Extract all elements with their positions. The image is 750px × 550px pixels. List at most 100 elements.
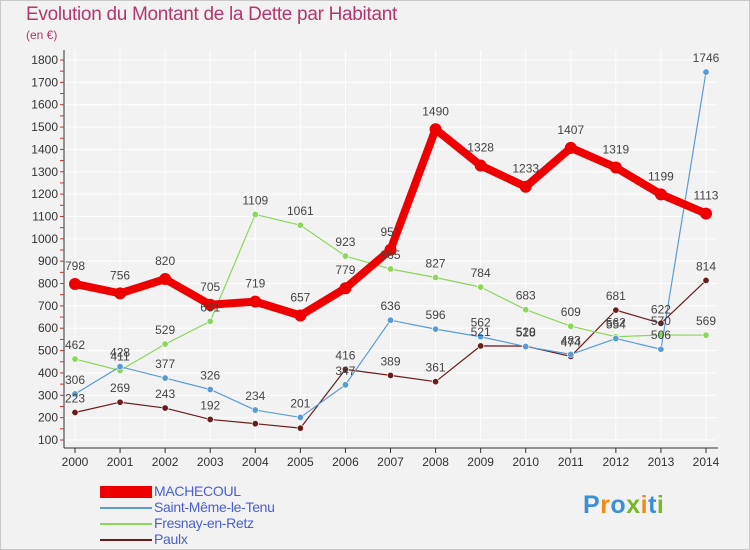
data-label-paulx: 192: [200, 398, 220, 412]
x-tick-label: 2014: [693, 455, 720, 469]
x-tick-label: 2001: [107, 455, 134, 469]
data-label-saint-m-me-le-tenu: 201: [290, 396, 310, 410]
data-point-fresnay-en-retz: [702, 331, 710, 339]
chart-title: Evolution du Montant de la Dette par Hab…: [26, 4, 397, 25]
data-label-fresnay-en-retz: 1109: [242, 193, 268, 207]
data-label-machecoul: 820: [155, 254, 175, 268]
data-point-paulx: [612, 306, 620, 314]
data-point-saint-m-me-le-tenu: [522, 343, 530, 351]
x-tick-label: 2013: [648, 455, 675, 469]
data-label-saint-m-me-le-tenu: 377: [155, 357, 175, 371]
x-tick-label: 2005: [287, 455, 314, 469]
data-point-fresnay-en-retz: [386, 265, 394, 273]
data-label-saint-m-me-le-tenu: 347: [335, 364, 355, 378]
legend-item-saint-meme: Saint-Même-le-Tenu: [100, 499, 360, 516]
data-point-machecoul: [654, 188, 667, 201]
legend-label-saint-meme: Saint-Même-le-Tenu: [154, 499, 275, 515]
data-point-fresnay-en-retz: [567, 322, 575, 330]
data-label-paulx: 243: [155, 387, 175, 401]
data-point-paulx: [477, 342, 485, 350]
x-tick-label: 2004: [242, 455, 269, 469]
y-tick-label: 100: [38, 433, 58, 447]
data-label-paulx: 681: [606, 289, 626, 303]
proxiti-logo: Proxiti: [583, 491, 664, 520]
data-point-fresnay-en-retz: [522, 306, 530, 314]
data-label-machecoul: 798: [65, 259, 85, 273]
data-point-machecoul: [609, 161, 622, 174]
data-point-paulx: [386, 371, 394, 379]
data-label-saint-m-me-le-tenu: 428: [110, 346, 130, 360]
data-label-fresnay-en-retz: 609: [561, 305, 581, 319]
data-point-paulx: [206, 415, 214, 423]
data-point-saint-m-me-le-tenu: [702, 68, 710, 76]
y-tick-label: 600: [38, 321, 58, 335]
data-label-machecoul: 1328: [467, 141, 494, 155]
data-point-machecoul: [114, 287, 127, 300]
data-label-saint-m-me-le-tenu: 636: [380, 299, 400, 313]
data-point-paulx: [161, 404, 169, 412]
data-label-machecoul: 951: [380, 225, 400, 239]
legend-swatch-fresnay: [100, 523, 152, 525]
data-label-machecoul: 705: [200, 280, 220, 294]
legend-item-paulx: Paulx: [100, 531, 360, 548]
y-tick-label: 900: [38, 254, 58, 268]
x-tick-label: 2010: [512, 455, 539, 469]
data-point-saint-m-me-le-tenu: [567, 350, 575, 358]
y-tick-label: 1300: [31, 165, 58, 179]
legend: MACHECOUL Saint-Même-le-Tenu Fresnay-en-…: [100, 483, 360, 548]
data-point-paulx: [702, 276, 710, 284]
data-label-saint-m-me-le-tenu: 506: [651, 328, 671, 342]
data-point-paulx: [71, 409, 79, 417]
data-label-saint-m-me-le-tenu: 562: [471, 316, 491, 330]
data-label-fresnay-en-retz: 570: [651, 314, 671, 328]
data-point-fresnay-en-retz: [432, 273, 440, 281]
data-point-fresnay-en-retz: [477, 283, 485, 291]
data-label-saint-m-me-le-tenu: 234: [245, 389, 265, 403]
data-point-saint-m-me-le-tenu: [612, 335, 620, 343]
data-point-saint-m-me-le-tenu: [161, 374, 169, 382]
data-label-saint-m-me-le-tenu: 596: [426, 308, 446, 322]
data-label-paulx: 223: [65, 392, 85, 406]
data-point-machecoul: [249, 295, 262, 308]
x-tick-label: 2011: [558, 455, 584, 469]
y-tick-label: 1800: [31, 53, 58, 67]
data-label-paulx: 416: [335, 348, 355, 362]
data-point-paulx: [341, 365, 349, 373]
data-label-machecoul: 1199: [648, 169, 674, 183]
data-point-saint-m-me-le-tenu: [71, 390, 79, 398]
x-tick-label: 2002: [152, 455, 179, 469]
data-point-fresnay-en-retz: [71, 355, 79, 363]
data-point-saint-m-me-le-tenu: [386, 316, 394, 324]
logo-letter: i: [640, 491, 649, 519]
data-point-machecoul: [429, 123, 442, 136]
data-point-paulx: [296, 424, 304, 432]
data-label-fresnay-en-retz: 923: [335, 235, 355, 249]
y-tick-label: 1000: [31, 232, 58, 246]
logo-letter: x: [626, 491, 641, 519]
y-tick-label: 1700: [31, 75, 58, 89]
data-point-saint-m-me-le-tenu: [657, 345, 665, 353]
data-point-machecoul: [339, 282, 352, 295]
legend-label-paulx: Paulx: [154, 531, 188, 547]
data-label-paulx: 520: [516, 325, 536, 339]
legend-swatch-paulx: [100, 539, 152, 541]
data-point-machecoul: [519, 180, 532, 193]
x-tick-label: 2008: [422, 455, 449, 469]
data-label-machecoul: 756: [110, 268, 130, 282]
data-point-saint-m-me-le-tenu: [296, 413, 304, 421]
x-tick-label: 2000: [62, 455, 89, 469]
data-label-fresnay-en-retz: 529: [155, 323, 175, 337]
data-point-machecoul: [700, 207, 712, 220]
data-label-fresnay-en-retz: 1061: [287, 204, 314, 218]
data-point-machecoul: [294, 309, 307, 322]
y-tick-label: 1100: [32, 209, 58, 223]
data-label-machecoul: 719: [245, 277, 265, 291]
logo-letter: r: [600, 491, 611, 519]
data-point-saint-m-me-le-tenu: [251, 406, 259, 414]
logo-letter: o: [610, 491, 627, 519]
legend-label-fresnay: Fresnay-en-Retz: [154, 515, 254, 531]
data-label-paulx: 269: [110, 381, 130, 395]
axis-layer: 100 200 300 400 500 600 700 800 900 1000 1100 1200 1…: [31, 50, 720, 469]
y-tick-label: 400: [38, 366, 58, 380]
